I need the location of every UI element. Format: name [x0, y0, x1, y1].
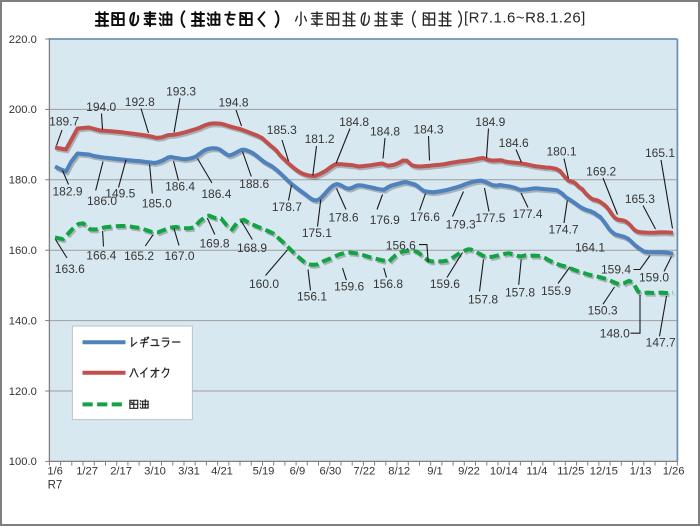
svg-text:1/27: 1/27 — [76, 466, 98, 478]
svg-text:184.3: 184.3 — [413, 122, 443, 136]
svg-text:2/17: 2/17 — [110, 466, 132, 478]
svg-text:9/22: 9/22 — [458, 466, 480, 478]
svg-text:165.3: 165.3 — [625, 192, 655, 206]
svg-text:160.0: 160.0 — [9, 245, 37, 257]
svg-text:11/4: 11/4 — [526, 466, 547, 478]
svg-text:168.9: 168.9 — [237, 241, 267, 255]
svg-text:166.4: 166.4 — [86, 249, 116, 263]
svg-text:188.6: 188.6 — [239, 177, 269, 191]
svg-text:194.0: 194.0 — [86, 100, 116, 114]
svg-text:189.7: 189.7 — [49, 114, 79, 128]
svg-text:175.1: 175.1 — [302, 226, 332, 240]
svg-text:100.0: 100.0 — [9, 456, 37, 468]
svg-text:192.8: 192.8 — [125, 95, 155, 109]
svg-text:186.0: 186.0 — [87, 194, 117, 208]
svg-text:180.1: 180.1 — [546, 145, 576, 159]
svg-text:186.4: 186.4 — [201, 187, 231, 201]
svg-text:149.5: 149.5 — [105, 187, 135, 201]
svg-text:169.8: 169.8 — [199, 237, 229, 251]
svg-text:7/22: 7/22 — [353, 466, 375, 478]
svg-text:169.2: 169.2 — [586, 165, 616, 179]
svg-text:R7: R7 — [48, 479, 63, 491]
svg-text:4/21: 4/21 — [211, 466, 233, 478]
svg-text:184.8: 184.8 — [339, 115, 369, 129]
svg-text:6/30: 6/30 — [320, 466, 342, 478]
svg-text:185.3: 185.3 — [267, 123, 297, 137]
svg-text:11/25: 11/25 — [557, 466, 584, 478]
svg-text:1/6: 1/6 — [47, 466, 63, 478]
svg-text:165.2: 165.2 — [124, 249, 154, 263]
svg-text:178.6: 178.6 — [328, 211, 358, 225]
svg-text:1/13: 1/13 — [630, 466, 652, 478]
svg-text:3/31: 3/31 — [178, 466, 200, 478]
svg-text:193.3: 193.3 — [166, 84, 196, 98]
svg-text:184.6: 184.6 — [499, 136, 529, 150]
svg-text:167.0: 167.0 — [164, 249, 194, 263]
svg-text:10/14: 10/14 — [490, 466, 518, 478]
svg-text:12/15: 12/15 — [590, 466, 618, 478]
svg-text:8/12: 8/12 — [388, 466, 410, 478]
svg-text:157.8: 157.8 — [468, 293, 498, 307]
svg-text:6/9: 6/9 — [290, 466, 306, 478]
svg-text:1/26: 1/26 — [663, 466, 685, 478]
svg-text:159.4: 159.4 — [601, 263, 631, 277]
svg-text:184.9: 184.9 — [475, 115, 505, 129]
svg-text:177.4: 177.4 — [512, 207, 542, 221]
svg-text:194.8: 194.8 — [218, 95, 248, 109]
svg-text:178.7: 178.7 — [272, 200, 302, 214]
svg-text:160.0: 160.0 — [249, 277, 279, 291]
svg-text:185.0: 185.0 — [142, 197, 172, 211]
svg-text:163.6: 163.6 — [55, 262, 85, 276]
svg-text:186.4: 186.4 — [165, 179, 195, 193]
svg-text:182.9: 182.9 — [52, 185, 82, 199]
svg-text:200.0: 200.0 — [9, 104, 37, 116]
svg-text:156.1: 156.1 — [297, 290, 327, 304]
svg-text:156.6: 156.6 — [386, 238, 416, 252]
svg-text:150.3: 150.3 — [588, 303, 618, 317]
svg-text:180.0: 180.0 — [9, 175, 37, 187]
svg-text:177.5: 177.5 — [475, 211, 505, 225]
svg-text:3/10: 3/10 — [144, 466, 166, 478]
svg-text:148.0: 148.0 — [600, 326, 630, 340]
svg-text:156.8: 156.8 — [373, 277, 403, 291]
svg-text:5/19: 5/19 — [253, 466, 275, 478]
svg-text:159.6: 159.6 — [334, 279, 364, 293]
svg-text:174.7: 174.7 — [548, 223, 578, 237]
svg-text:[R7.1.6~R8.1.26]: [R7.1.6~R8.1.26] — [464, 10, 586, 27]
svg-text:140.0: 140.0 — [9, 315, 37, 327]
svg-text:176.6: 176.6 — [410, 210, 440, 224]
svg-text:157.8: 157.8 — [505, 286, 535, 300]
svg-text:159.6: 159.6 — [430, 277, 460, 291]
svg-text:184.8: 184.8 — [370, 124, 400, 138]
svg-text:147.7: 147.7 — [646, 336, 676, 350]
svg-text:164.1: 164.1 — [575, 241, 605, 255]
svg-text:120.0: 120.0 — [9, 386, 37, 398]
svg-text:155.9: 155.9 — [541, 284, 571, 298]
svg-text:165.1: 165.1 — [645, 146, 675, 160]
svg-text:159.0: 159.0 — [639, 271, 669, 285]
svg-text:179.3: 179.3 — [446, 217, 476, 231]
svg-text:9/1: 9/1 — [427, 466, 443, 478]
svg-text:220.0: 220.0 — [9, 34, 37, 46]
svg-text:176.9: 176.9 — [370, 213, 400, 227]
svg-text:181.2: 181.2 — [305, 132, 335, 146]
